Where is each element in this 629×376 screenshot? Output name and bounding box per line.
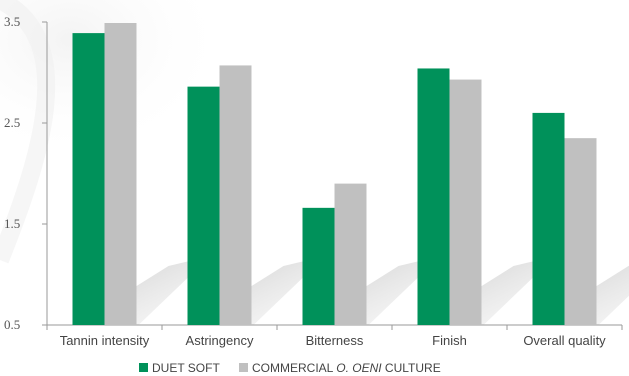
- legend: DUET SOFT COMMERCIAL O. OENI CULTURE: [139, 361, 441, 375]
- bar-commercial: [219, 65, 252, 326]
- bar-commercial: [449, 79, 482, 325]
- category-label: Astringency: [186, 333, 254, 348]
- y-tick-label: 2.5: [4, 115, 20, 130]
- bar-duet-soft: [302, 207, 335, 325]
- bar-commercial: [564, 138, 597, 325]
- category-labels: Tannin intensity Astringency Bitterness Fin…: [60, 333, 606, 348]
- bar-duet-soft: [417, 68, 450, 326]
- legend-swatch-duet-soft: [139, 363, 148, 372]
- bar-duet-soft: [72, 33, 105, 326]
- category-label: Finish: [432, 333, 467, 348]
- y-tick-label: 0.5: [4, 317, 20, 332]
- y-tick-label: 1.5: [4, 216, 20, 231]
- y-tick-label: 3.5: [4, 14, 20, 29]
- category-label: Overall quality: [523, 333, 606, 348]
- bar-duet-soft: [187, 86, 220, 325]
- legend-label-commercial: COMMERCIAL O. OENI CULTURE: [252, 361, 441, 375]
- category-label: Tannin intensity: [60, 333, 150, 348]
- bars-group: [72, 23, 597, 326]
- legend-swatch-commercial: [239, 363, 248, 372]
- legend-label-duet-soft: DUET SOFT: [152, 361, 220, 375]
- y-tick-labels: 3.5 2.5 1.5 0.5: [4, 14, 20, 332]
- bar-duet-soft: [532, 112, 565, 326]
- bar-commercial: [334, 183, 367, 325]
- bar-commercial: [104, 23, 137, 325]
- category-label: Bitterness: [306, 333, 364, 348]
